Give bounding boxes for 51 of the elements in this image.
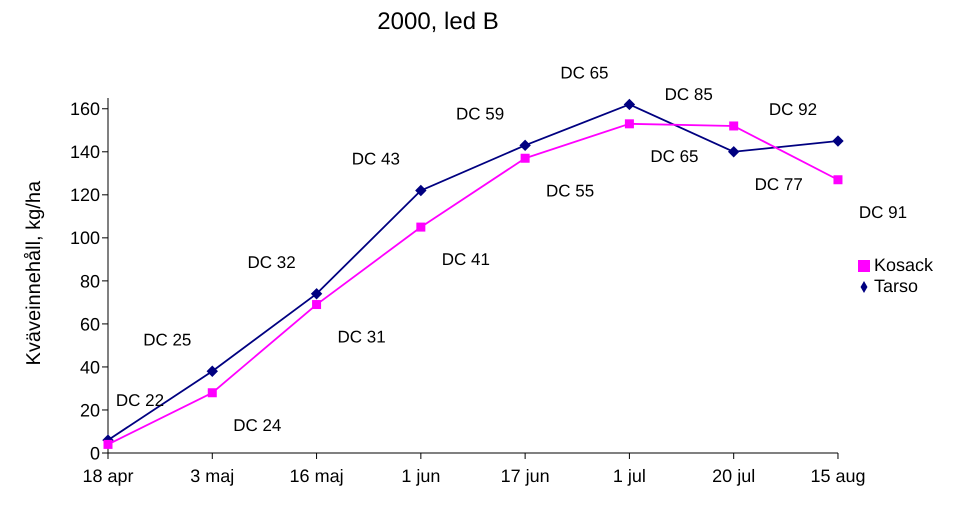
annotation: DC 25 xyxy=(143,330,192,350)
annotation: DC 77 xyxy=(754,174,803,194)
annotation: DC 59 xyxy=(456,104,504,124)
annotation: DC 22 xyxy=(116,391,164,410)
point xyxy=(624,98,635,110)
point xyxy=(728,146,740,158)
y-tick-label: 40 xyxy=(80,357,100,378)
y-tick-label: 0 xyxy=(90,443,100,464)
annotation: DC 41 xyxy=(442,250,490,270)
x-tick-label: 1 jun xyxy=(401,466,440,486)
y-tick-label: 140 xyxy=(70,142,100,162)
annotation: DC 43 xyxy=(352,150,400,169)
annotation: DC 24 xyxy=(233,416,282,435)
point xyxy=(624,119,634,128)
legend-label: Kosack xyxy=(874,254,933,274)
y-tick-label: 60 xyxy=(80,314,100,334)
y-tick-label: 80 xyxy=(80,271,100,292)
x-tick-label: 16 maj xyxy=(290,466,344,486)
annotation: DC 65 xyxy=(560,63,608,82)
chart-title: 2000, led B xyxy=(376,8,500,37)
y-tick-label: 20 xyxy=(80,400,100,420)
annotation: DC 85 xyxy=(664,85,713,104)
annotation: DC 65 xyxy=(650,146,698,166)
point xyxy=(208,388,217,398)
point xyxy=(832,136,844,147)
y-tick-label: 160 xyxy=(70,99,100,120)
point xyxy=(312,300,322,310)
annotation: DC 31 xyxy=(337,328,386,347)
y-tick-label: 120 xyxy=(70,185,100,206)
point xyxy=(311,288,322,300)
annotation: DC 55 xyxy=(546,181,594,200)
point xyxy=(833,175,842,184)
point xyxy=(416,222,426,232)
x-tick-label: 18 apr xyxy=(82,466,134,486)
x-tick-label: 15 aug xyxy=(810,466,866,486)
x-tick-label: 20 jul xyxy=(712,466,756,486)
point xyxy=(415,185,426,196)
annotation: DC 92 xyxy=(768,100,818,120)
annotation: DC 91 xyxy=(858,202,908,222)
legend-label: Tarso xyxy=(874,276,918,296)
y-axis-title: Kväveinnehåll, kg/ha xyxy=(23,180,46,366)
point xyxy=(520,154,530,163)
x-tick-label: 1 jul xyxy=(612,466,646,486)
point xyxy=(104,440,112,449)
annotation: DC 32 xyxy=(247,252,296,272)
point xyxy=(520,140,531,151)
point xyxy=(729,121,738,130)
y-tick-label: 100 xyxy=(70,228,100,248)
x-tick-label: 17 jun xyxy=(500,466,550,486)
point xyxy=(206,366,218,377)
x-tick-label: 3 maj xyxy=(190,466,234,486)
